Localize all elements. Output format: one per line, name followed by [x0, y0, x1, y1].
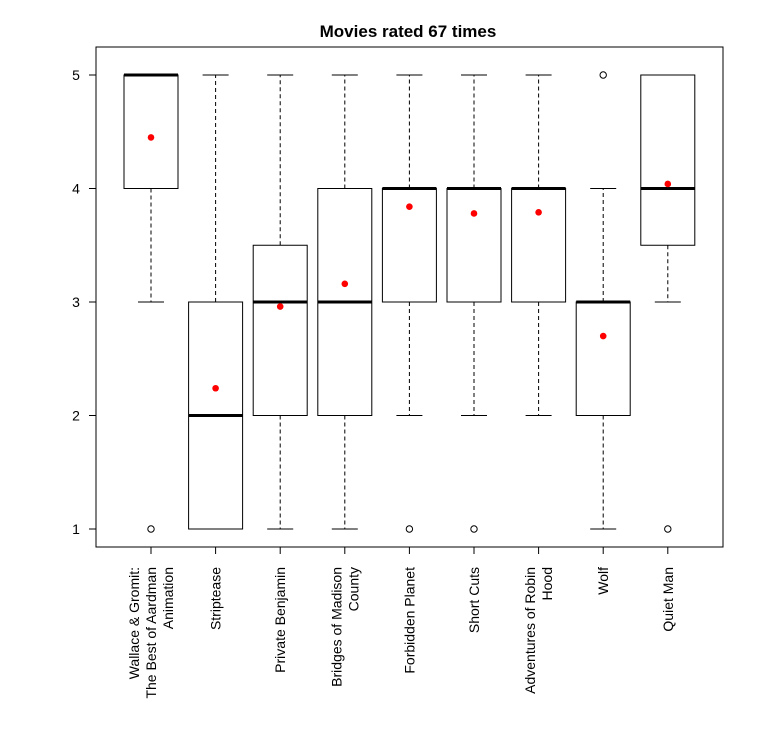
mean-point: [276, 303, 284, 310]
box-group: [317, 74, 373, 530]
box-group: [123, 73, 179, 533]
outlier-point: [405, 525, 414, 533]
x-category-label-line: Forbidden Planet: [401, 567, 417, 674]
x-category-label-line: Hood: [539, 567, 555, 600]
box-series: [123, 71, 696, 533]
outlier-point: [664, 525, 672, 533]
box-group: [575, 71, 631, 530]
mean-point: [212, 384, 219, 392]
x-category-label: Wallace & Gromit:The Best of AardmanAnim…: [126, 567, 176, 699]
box-group: [252, 74, 308, 530]
x-category-label-line: Striptease: [208, 567, 224, 630]
chart-title: Movies rated 67 times: [320, 22, 497, 41]
x-category-label-line: Wallace & Gromit:: [126, 567, 142, 679]
outlier-point: [599, 71, 607, 79]
mean-point: [599, 332, 607, 340]
x-category-label: Private Benjamin: [272, 567, 288, 673]
outlier-point: [147, 525, 155, 533]
box: [252, 244, 308, 416]
mean-point: [535, 209, 542, 216]
y-axis: 1 2 3 4 5: [72, 67, 97, 537]
x-category-label: Short Cuts: [466, 567, 482, 633]
box: [446, 188, 502, 303]
mean-point: [147, 134, 155, 141]
x-category-label: Striptease: [208, 567, 224, 630]
x-category-label-line: The Best of Aardman: [143, 567, 159, 699]
x-category-label-line: Bridges of Madison: [328, 567, 344, 687]
y-tick-label: 4: [72, 181, 80, 197]
mean-point: [664, 180, 672, 188]
mean-point: [470, 210, 478, 217]
y-tick-label: 1: [72, 521, 80, 537]
x-category-label-line: Adventures of Robin: [522, 567, 538, 694]
box: [123, 74, 179, 189]
x-category-label-line: Animation: [160, 567, 176, 629]
y-tick-label: 3: [72, 294, 80, 310]
box-group: [446, 74, 502, 533]
box-group: [381, 74, 437, 533]
outlier-point: [470, 525, 478, 533]
box-group: [640, 74, 696, 533]
mean-point: [406, 203, 413, 210]
mean-point: [341, 280, 349, 288]
x-category-label-line: County: [345, 567, 361, 611]
x-category-label: Wolf: [595, 567, 611, 595]
y-tick-label: 2: [72, 408, 80, 424]
box: [575, 301, 631, 416]
box: [640, 74, 696, 246]
x-category-label-line: Short Cuts: [466, 567, 482, 633]
box: [511, 188, 567, 303]
y-tick-label: 5: [72, 67, 80, 83]
box-group: [188, 74, 244, 530]
x-category-label-line: Quiet Man: [660, 567, 676, 632]
x-category-label-line: Private Benjamin: [272, 567, 288, 673]
x-category-label: Forbidden Planet: [401, 567, 417, 674]
x-category-label: Quiet Man: [660, 567, 676, 632]
box-group: [511, 74, 567, 416]
x-category-label: Bridges of MadisonCounty: [328, 567, 361, 687]
x-category-label: Adventures of RobinHood: [522, 567, 555, 694]
x-axis-labels: Wallace & Gromit:The Best of AardmanAnim…: [126, 547, 676, 699]
x-category-label-line: Wolf: [595, 567, 611, 595]
